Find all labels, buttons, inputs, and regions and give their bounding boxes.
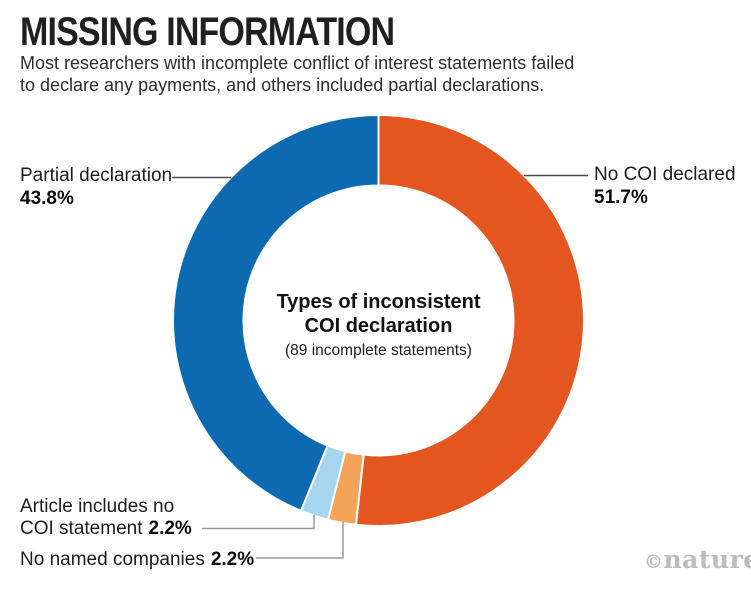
copyright-icon: ©	[644, 551, 664, 573]
donut-center-label: Types of inconsistent COI declaration (8…	[258, 291, 499, 361]
donut-segment-partial-declaration	[172, 113, 380, 513]
center-title-line1: Types of inconsistent	[276, 291, 481, 313]
subtitle: Most researchers with incomplete conflic…	[20, 53, 574, 96]
nature-watermark: ©nature	[644, 545, 751, 574]
subtitle-line1: Most researchers with incomplete conflic…	[20, 53, 575, 73]
leader-line-article-no-coi-statement	[202, 515, 315, 530]
callout-partial-declaration: Partial declaration 43.8%	[20, 164, 172, 210]
callout-article-label: Article includes no COI statement	[20, 496, 175, 539]
callout-partial-label: Partial declaration	[20, 165, 173, 186]
watermark-name: nature	[663, 545, 751, 574]
callout-nonamed-label: No named companies	[20, 549, 205, 570]
page-title: MISSING INFORMATION	[20, 10, 395, 54]
callout-nocoi-label: No COI declared	[594, 164, 736, 185]
center-title-line2: COI declaration	[304, 314, 453, 337]
callout-nocoi-pct: 51.7%	[594, 187, 648, 208]
subtitle-line2: to declare any payments, and others incl…	[20, 74, 545, 95]
callout-no-named-companies: No named companies 2.2%	[20, 548, 254, 571]
leader-line-no-named-companies	[256, 522, 344, 559]
callout-article-no-coi-statement: Article includes no COI statement 2.2%	[20, 496, 210, 539]
center-note: (89 incomplete statements)	[285, 342, 472, 359]
donut-segment-no-coi-declared	[354, 113, 585, 527]
callout-no-coi-declared: No COI declared 51.7%	[594, 163, 736, 209]
donut-segments	[172, 113, 585, 527]
callout-article-pct: 2.2%	[148, 517, 192, 539]
callout-partial-pct: 43.8%	[20, 188, 74, 209]
callout-nonamed-pct: 2.2%	[210, 549, 255, 570]
